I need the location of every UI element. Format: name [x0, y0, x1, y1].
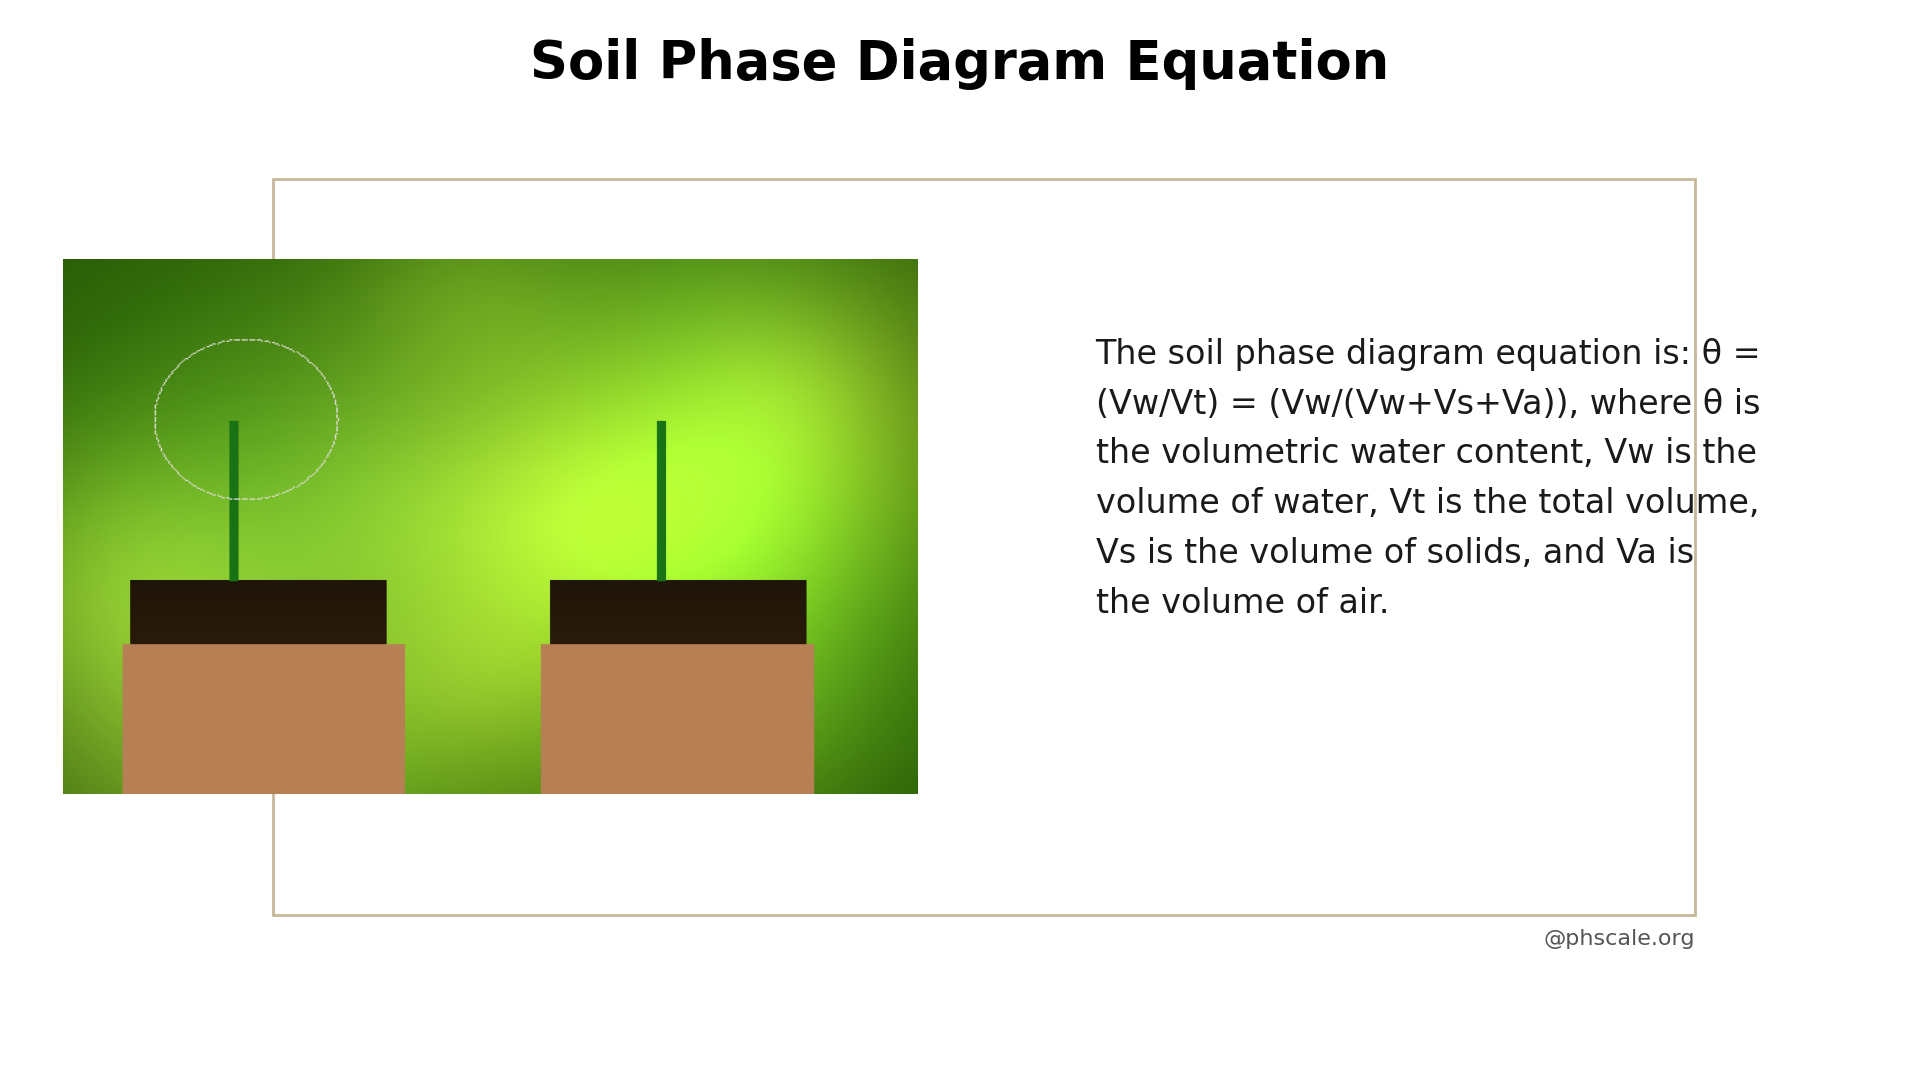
Text: The soil phase diagram equation is: θ =
(Vw/Vt) = (Vw/(Vw+Vs+Va)), where θ is
th: The soil phase diagram equation is: θ = … — [1096, 338, 1761, 620]
Text: Soil Phase Diagram Equation: Soil Phase Diagram Equation — [530, 38, 1390, 90]
Text: @phscale.org: @phscale.org — [1544, 929, 1695, 948]
FancyBboxPatch shape — [273, 179, 1695, 916]
